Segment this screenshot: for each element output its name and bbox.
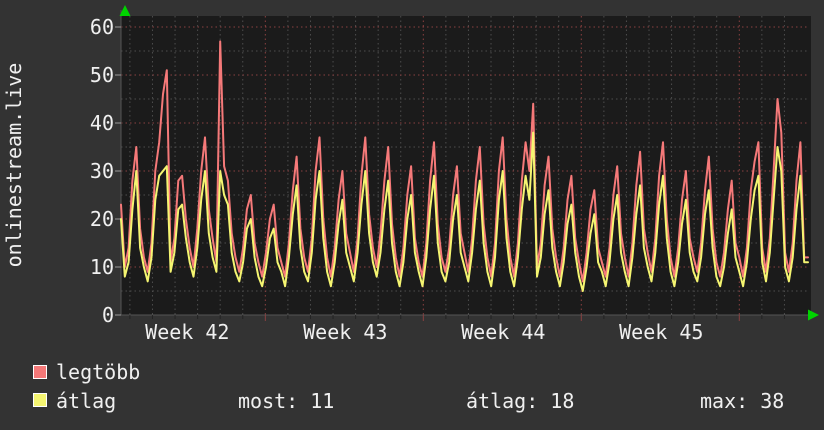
stat-max: max: 38 [700, 389, 785, 413]
series-line-atlag [120, 131, 809, 292]
y-axis-label: 20 [89, 207, 114, 231]
legend-label-legtobb: legtöbb [56, 360, 141, 384]
y-axis-label: 10 [89, 255, 114, 279]
x-axis-label: Week 45 [619, 320, 704, 344]
legend-swatch-atlag [33, 393, 47, 407]
stat-most: most: 11 [238, 389, 335, 413]
y-axis-label: 50 [89, 63, 114, 87]
series-line-legtobb [120, 40, 809, 283]
y-axis-label: 30 [89, 159, 114, 183]
x-axis-arrow-icon [808, 309, 819, 321]
legend-label-atlag: átlag [56, 389, 117, 413]
stat-atlag: átlag: 18 [466, 389, 575, 413]
x-axis-label: Week 42 [145, 320, 230, 344]
y-axis-label: 0 [101, 303, 114, 327]
x-axis-label: Week 43 [303, 320, 388, 344]
y-axis-arrow-icon [119, 5, 131, 16]
x-axis-label: Week 44 [461, 320, 546, 344]
legend-swatch-legtobb [33, 365, 47, 379]
y-axis-label: 60 [89, 15, 114, 39]
chart-vertical-title: onlinestream.live [2, 62, 26, 268]
y-axis-label: 40 [89, 111, 114, 135]
